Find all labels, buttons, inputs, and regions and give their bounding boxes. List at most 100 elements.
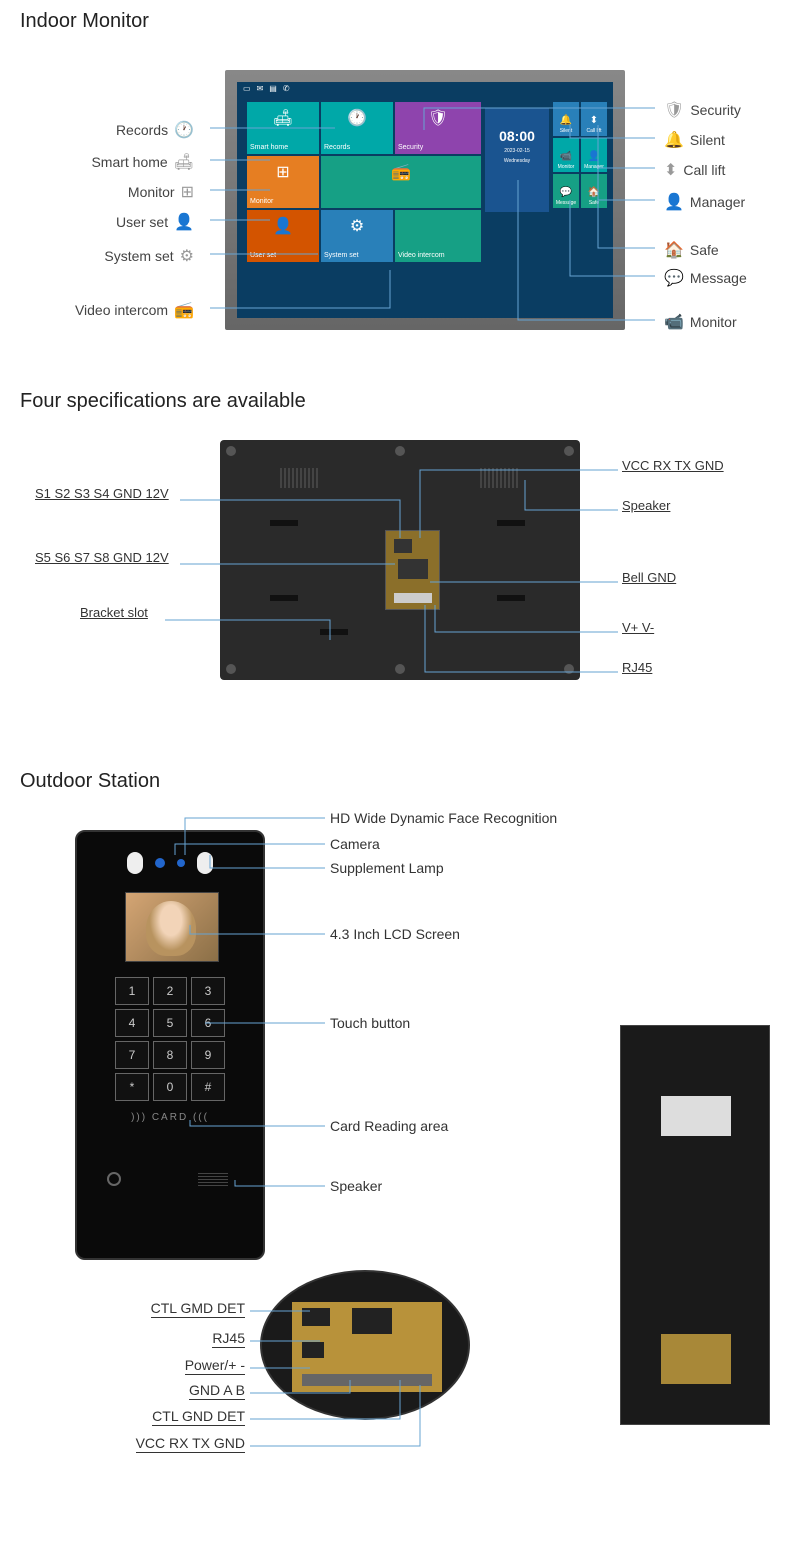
key-0[interactable]: 0 [153,1073,187,1101]
chip-icon [398,559,428,579]
rtile-call-lift[interactable]: ⬍Call lift [581,102,607,136]
label-bell-gnd: Bell GND [622,570,676,585]
tile-system-set[interactable]: ⚙System set [321,210,393,262]
clock-widget: 08:00 2023-02-15 Wednesday [485,108,549,212]
rtile-monitor[interactable]: 📹Monitor [553,138,579,172]
bracket-slot [320,629,348,635]
sofa-icon: 🛋 [174,152,194,172]
slot-icon [270,595,298,601]
screw-icon [564,664,574,674]
label-camera: Camera [330,836,380,852]
pcb-zoom-view [260,1270,470,1420]
component-icon [302,1342,324,1358]
supplement-lamp-icon [197,852,213,874]
key-2[interactable]: 2 [153,977,187,1005]
outdoor-station-section: Outdoor Station 1 2 3 4 5 6 7 8 9 * 0 # … [0,760,800,1480]
tile-user-set[interactable]: 👤User set [247,210,319,262]
grill-icon [480,468,520,488]
rtile-message[interactable]: 💬Message [553,174,579,208]
bell-icon: 🔔 [664,130,684,150]
clock-day: Wednesday [485,158,549,164]
tile-intercom-large[interactable]: 📻 [321,156,481,208]
monitor-frame: ▭✉▤✆ 🛋Smart home 🕐Records 🛡Security ⊞Mon… [225,70,625,330]
supplement-lamp-icon [127,852,143,874]
key-7[interactable]: 7 [115,1041,149,1069]
screw-icon [226,446,236,456]
label-video-intercom: Video intercom📻 [0,300,200,320]
right-tile-grid: 🔔Silent ⬍Call lift 📹Monitor 👤Manager 💬Me… [553,102,609,208]
outdoor-button[interactable] [107,1172,121,1186]
sensor-dot-icon [155,858,165,868]
tile-records[interactable]: 🕐Records [321,102,393,154]
key-8[interactable]: 8 [153,1041,187,1069]
screw-icon [395,446,405,456]
tile-security[interactable]: 🛡Security [395,102,481,154]
label-safe: 🏠Safe [658,240,719,260]
screw-icon [226,664,236,674]
label-user-set: User set👤 [0,212,200,232]
label-bracket-slot: Bracket slot [80,605,148,620]
status-bar: ▭✉▤✆ [237,82,613,96]
tree-icon: ⊞ [181,182,194,202]
rtile-silent[interactable]: 🔔Silent [553,102,579,136]
label-power: Power/+ - [95,1357,245,1373]
slot-icon [497,595,525,601]
slot-icon [270,520,298,526]
card-reading-area[interactable]: ))) CARD ((( [77,1112,263,1123]
connector-icon [394,593,432,603]
keypad: 1 2 3 4 5 6 7 8 9 * 0 # [115,977,225,1101]
outdoor-speaker-icon [198,1172,228,1186]
pcb-zoom-board [292,1302,442,1392]
label-s5-s8: S5 S6 S7 S8 GND 12V [35,550,169,565]
label-records: Records🕐 [0,120,200,140]
gear-icon: ⚙ [180,246,194,266]
label-speaker-front: Speaker [330,1178,382,1194]
key-9[interactable]: 9 [191,1041,225,1069]
label-monitor-r: 📹Monitor [658,312,737,332]
label-manager: 👤Manager [658,192,745,212]
outdoor-station-front: 1 2 3 4 5 6 7 8 9 * 0 # ))) CARD ((( [75,830,265,1260]
key-hash[interactable]: # [191,1073,225,1101]
label-rj45: RJ45 [622,660,652,675]
label-call-lift: ⬍Call lift [658,160,725,180]
person-icon: 👤 [174,212,194,232]
key-star[interactable]: * [115,1073,149,1101]
key-4[interactable]: 4 [115,1009,149,1037]
tile-video-intercom[interactable]: Video intercom [395,210,481,262]
face-preview-icon [146,901,196,956]
clock-icon: 🕐 [174,120,194,140]
pcb-board [385,530,440,610]
key-5[interactable]: 5 [153,1009,187,1037]
back-port-area [661,1334,731,1384]
shield-icon: 🛡 [664,100,684,120]
label-silent: 🔔Silent [658,130,725,150]
label-card-reading: Card Reading area [330,1118,448,1134]
component-icon [352,1308,392,1334]
key-6[interactable]: 6 [191,1009,225,1037]
label-message: 💬Message [658,268,747,288]
label-vcc-rx-tx: VCC RX TX GND [95,1435,245,1451]
label-ctl-gmd-det: CTL GMD DET [95,1300,245,1316]
label-gnd-a-b: GND A B [95,1382,245,1398]
product-label-icon [661,1096,731,1136]
rtile-manager[interactable]: 👤Manager [581,138,607,172]
rtile-safe[interactable]: 🏠Safe [581,174,607,208]
label-s1-s4: S1 S2 S3 S4 GND 12V [35,486,169,501]
chip-icon [394,539,412,553]
label-touch-button: Touch button [330,1015,410,1031]
tile-smart-home[interactable]: 🛋Smart home [247,102,319,154]
screw-icon [395,664,405,674]
key-3[interactable]: 3 [191,977,225,1005]
label-smart-home: Smart home🛋 [0,152,200,172]
section3-title: Outdoor Station [0,760,800,803]
back-panel [220,440,580,680]
label-rj45-pcb: RJ45 [95,1330,245,1346]
label-monitor: Monitor⊞ [0,182,200,202]
key-1[interactable]: 1 [115,977,149,1005]
tile-monitor[interactable]: ⊞Monitor [247,156,319,208]
monitor-screen: ▭✉▤✆ 🛋Smart home 🕐Records 🛡Security ⊞Mon… [237,82,613,318]
component-icon [302,1308,330,1326]
house-icon: 🏠 [664,240,684,260]
label-lcd-screen: 4.3 Inch LCD Screen [330,926,460,942]
bubble-icon: 💬 [664,268,684,288]
